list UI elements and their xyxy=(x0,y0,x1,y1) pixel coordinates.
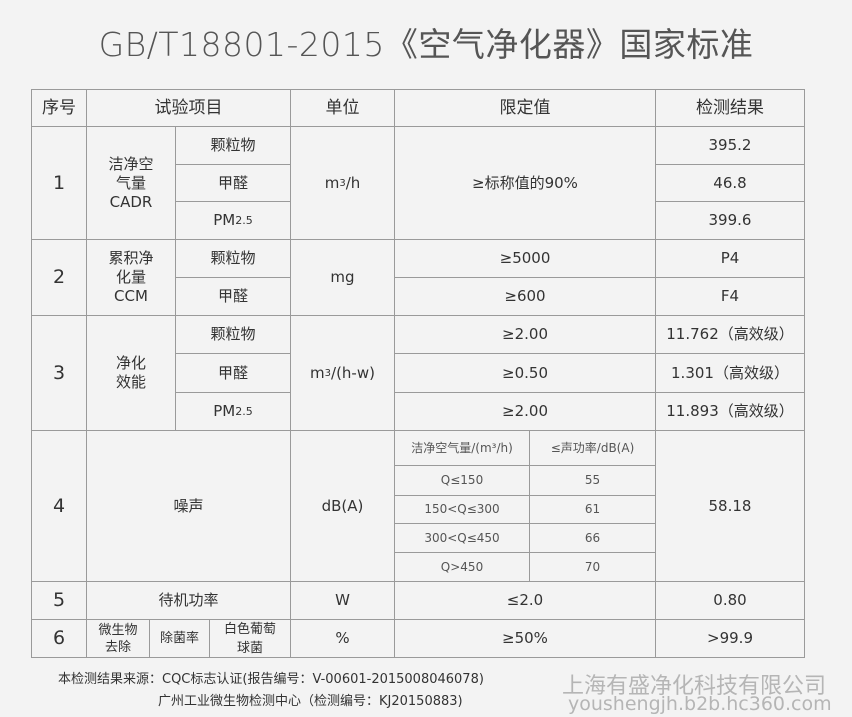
watermark-company: 上海有盛净化科技有限公司 xyxy=(562,674,827,699)
noise-range: 300<Q≤450 xyxy=(394,523,530,553)
noise-header-cadr: 洁净空气量/(m³/h) xyxy=(394,430,530,466)
row-item-metric: 除菌率 xyxy=(149,619,210,658)
row-unit: m 3/(h-w) xyxy=(290,315,395,431)
noise-limit: 55 xyxy=(529,465,656,496)
sub-item-result: 395.2 xyxy=(655,126,805,165)
row-item-category: 微生物去除 xyxy=(86,619,150,658)
row-unit: m 3/h xyxy=(290,126,395,240)
sub-item-result: 11.893（高效级） xyxy=(655,392,805,431)
sub-item-name: 甲醛 xyxy=(175,164,291,202)
row-item-category-label: 微生物去除 xyxy=(98,622,138,655)
header-limit: 限定值 xyxy=(394,89,656,127)
noise-range: Q≤150 xyxy=(394,465,530,496)
sub-item-result: P4 xyxy=(655,239,805,278)
sub-item-result: 1.301（高效级） xyxy=(655,353,805,393)
row-result: 0.80 xyxy=(655,581,805,620)
sub-item-limit: ≥5000 xyxy=(394,239,656,278)
sub-item-name: 甲醛 xyxy=(175,277,291,316)
sub-item-name: 颗粒物 xyxy=(175,315,291,354)
noise-limit: 70 xyxy=(529,552,656,582)
noise-range: 150<Q≤300 xyxy=(394,495,530,524)
sub-item-result: 46.8 xyxy=(655,164,805,202)
row-limit: ≥50% xyxy=(394,619,656,658)
sub-item-result: F4 xyxy=(655,277,805,316)
sub-item-limit: ≥0.50 xyxy=(394,353,656,393)
row-limit: ≥标称值的90% xyxy=(394,126,656,240)
sub-item-limit: ≥2.00 xyxy=(394,315,656,354)
row-unit: W xyxy=(290,581,395,620)
row-no: 2 xyxy=(31,239,87,316)
sub-item-result: 11.762（高效级） xyxy=(655,315,805,354)
row-item: 洁净空 气量 CADR xyxy=(86,126,176,240)
row-limit: ≤2.0 xyxy=(394,581,656,620)
watermark-url: youshengjh.b2b.hc360.com xyxy=(568,693,832,715)
row-item: 噪声 xyxy=(86,430,291,582)
sub-item-name: 颗粒物 xyxy=(175,239,291,278)
noise-range: Q>450 xyxy=(394,552,530,582)
header-unit: 单位 xyxy=(290,89,395,127)
row-result: 58.18 xyxy=(655,430,805,582)
row-no: 4 xyxy=(31,430,87,582)
sub-item-name: PM 2.5 xyxy=(175,201,291,240)
noise-limit: 61 xyxy=(529,495,656,524)
row-no: 1 xyxy=(31,126,87,240)
sub-item-name: PM 2.5 xyxy=(175,392,291,431)
sub-item-limit: ≥600 xyxy=(394,277,656,316)
sub-item-result: 399.6 xyxy=(655,201,805,240)
row-no: 6 xyxy=(31,619,87,658)
page-title: GB/T18801-2015《空气净化器》国家标准 xyxy=(98,25,754,64)
row-unit: mg xyxy=(290,239,395,316)
row-item: 待机功率 xyxy=(86,581,291,620)
noise-header-power: ≤声功率/dB(A) xyxy=(529,430,656,466)
row-result: >99.9 xyxy=(655,619,805,658)
sub-item-name: 甲醛 xyxy=(175,353,291,393)
header-item: 试验项目 xyxy=(86,89,291,127)
row-unit: dB(A) xyxy=(290,430,395,582)
noise-limit: 66 xyxy=(529,523,656,553)
header-result: 检测结果 xyxy=(655,89,805,127)
footer-source-line2: 广州工业微生物检测中心（检测编号：KJ20150883) xyxy=(158,694,463,709)
row-no: 3 xyxy=(31,315,87,431)
sub-item-limit: ≥2.00 xyxy=(394,392,656,431)
row-item: 累积净 化量 CCM xyxy=(86,239,176,316)
footer-source-line1: 本检测结果来源：CQC标志认证(报告编号：V-00601-20150080460… xyxy=(58,672,484,687)
row-no: 5 xyxy=(31,581,87,620)
header-no: 序号 xyxy=(31,89,87,127)
row-item-organism: 白色葡萄 球菌 xyxy=(209,619,291,658)
row-unit: % xyxy=(290,619,395,658)
sub-item-name: 颗粒物 xyxy=(175,126,291,165)
row-item: 净化 效能 xyxy=(86,315,176,431)
